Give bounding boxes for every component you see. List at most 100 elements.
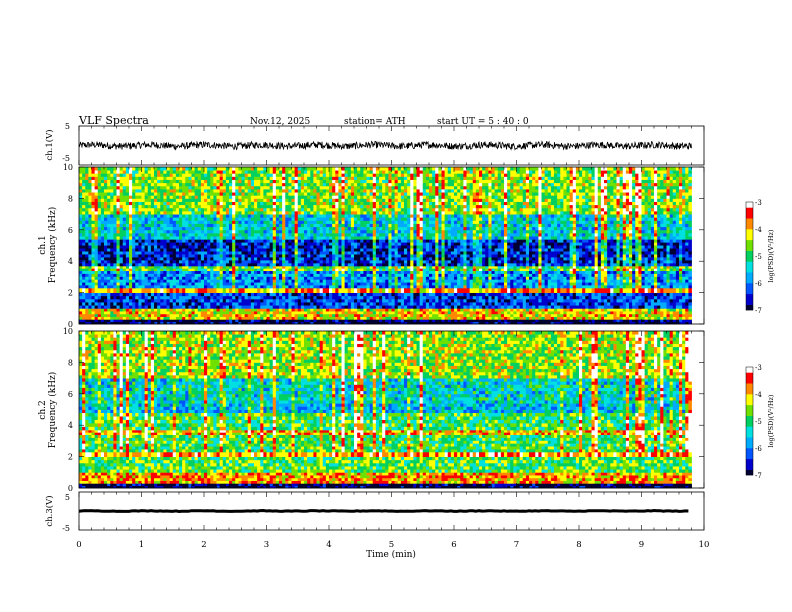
spectrogram-cell [554,288,558,293]
spectrogram-cell [342,311,346,314]
spectrogram-cell [607,293,611,297]
spectrogram-cell [251,299,255,303]
spectrogram-cell [417,317,421,320]
spectrogram-cell [682,288,686,293]
spectrogram-cell [360,296,364,300]
spectrogram-cell [560,308,564,311]
spectrogram-cell [79,296,83,300]
spectrogram-cell [398,299,402,303]
spectrogram-cell [354,293,358,297]
spectrogram-cell [167,288,171,293]
spectrogram-cell [379,285,383,288]
spectrogram-cell [435,311,439,314]
spectrogram-cell [104,317,108,320]
spectrogram-cell [263,311,267,314]
spectrogram-cell [642,302,646,306]
spectrogram-cell [270,285,274,288]
spectrogram-cell [267,308,271,311]
spectrogram-cell [654,305,658,309]
spectrogram-cell [332,285,336,288]
spectrogram-cell [329,308,333,311]
spectrogram-cell [554,293,558,297]
spectrogram-cell [295,308,299,311]
spectrogram-cell [101,288,105,293]
spectrogram-cell [504,296,508,300]
spectrogram-cell [292,317,296,320]
spectrogram-cell [376,317,380,320]
spectrogram-cell [479,314,483,317]
spectrogram-cell [167,299,171,303]
spectrogram-cell [117,296,121,300]
spectrogram-cell [492,311,496,314]
spectrogram-cell [182,305,186,309]
spectrogram-cell [617,319,621,322]
spectrogram-cell [248,305,252,309]
spectrogram-cell [410,314,414,317]
spectrogram-cell [604,299,608,303]
spectrogram-cell [229,319,233,322]
spectrogram-cell [326,299,330,303]
spectrogram-cell [454,305,458,309]
spectrogram-cell [120,302,124,306]
spectrogram-cell [576,302,580,306]
spectrogram-cell [85,293,89,297]
spectrogram-cell [479,288,483,293]
spectrogram-cell [410,319,414,322]
spectrogram-cell [432,285,436,288]
spectrogram-cell [129,288,133,293]
spectrogram-cell [117,305,121,309]
spectrogram-cell [620,314,624,317]
spectrogram-cell [345,285,349,288]
spectrogram-cell [154,317,158,320]
spectrogram-cell [551,311,555,314]
spectrogram-cell [635,314,639,317]
spectrogram-cell [629,302,633,306]
spectrogram-cell [151,302,155,306]
spectrogram-cell [104,302,108,306]
spectrogram-cell [360,317,364,320]
spectrogram-cell [373,285,377,288]
spectrogram-cell [588,296,592,300]
spectrogram-cell [360,285,364,288]
spectrogram-cell [620,296,624,300]
spectrogram-cell [517,299,521,303]
spectrogram-cell [632,288,636,293]
spectrogram-cell [626,317,630,320]
spectrogram-cell [520,305,524,309]
spectrogram-cell [467,319,471,322]
spectrogram-cell [485,299,489,303]
spectrogram-cell [457,317,461,320]
spectrogram-cell [495,319,499,322]
spectrogram-cell [448,317,452,320]
spectrogram-cell [685,293,689,297]
spectrogram-cell [185,311,189,314]
spectrogram-cell [107,308,111,311]
spectrogram-cell [260,308,264,311]
spectrogram-cell [167,296,171,300]
spectrogram-cell [220,305,224,309]
spectrogram-cell [320,296,324,300]
spectrogram-cell [582,319,586,322]
spectrogram-cell [292,311,296,314]
spectrogram-cell [354,308,358,311]
spectrogram-cell [382,296,386,300]
spectrogram-cell [429,299,433,303]
spectrogram-cell [370,319,374,322]
spectrogram-cell [410,296,414,300]
spectrogram-cell [79,319,83,322]
spectrogram-cell [476,308,480,311]
spectrogram-cell [88,317,92,320]
spectrogram-cell [673,317,677,320]
spectrogram-cell [373,302,377,306]
spectrogram-cell [442,308,446,311]
spectrogram-cell [667,317,671,320]
spectrogram-cell [417,299,421,303]
spectrogram-cell [154,302,158,306]
spectrogram-cell [88,314,92,317]
spectrogram-cell [279,311,283,314]
spectrogram-cell [635,319,639,322]
spectrogram-cell [338,311,342,314]
spectrogram-cell [417,314,421,317]
spectrogram-cell [648,302,652,306]
spectrogram-cell [445,305,449,309]
